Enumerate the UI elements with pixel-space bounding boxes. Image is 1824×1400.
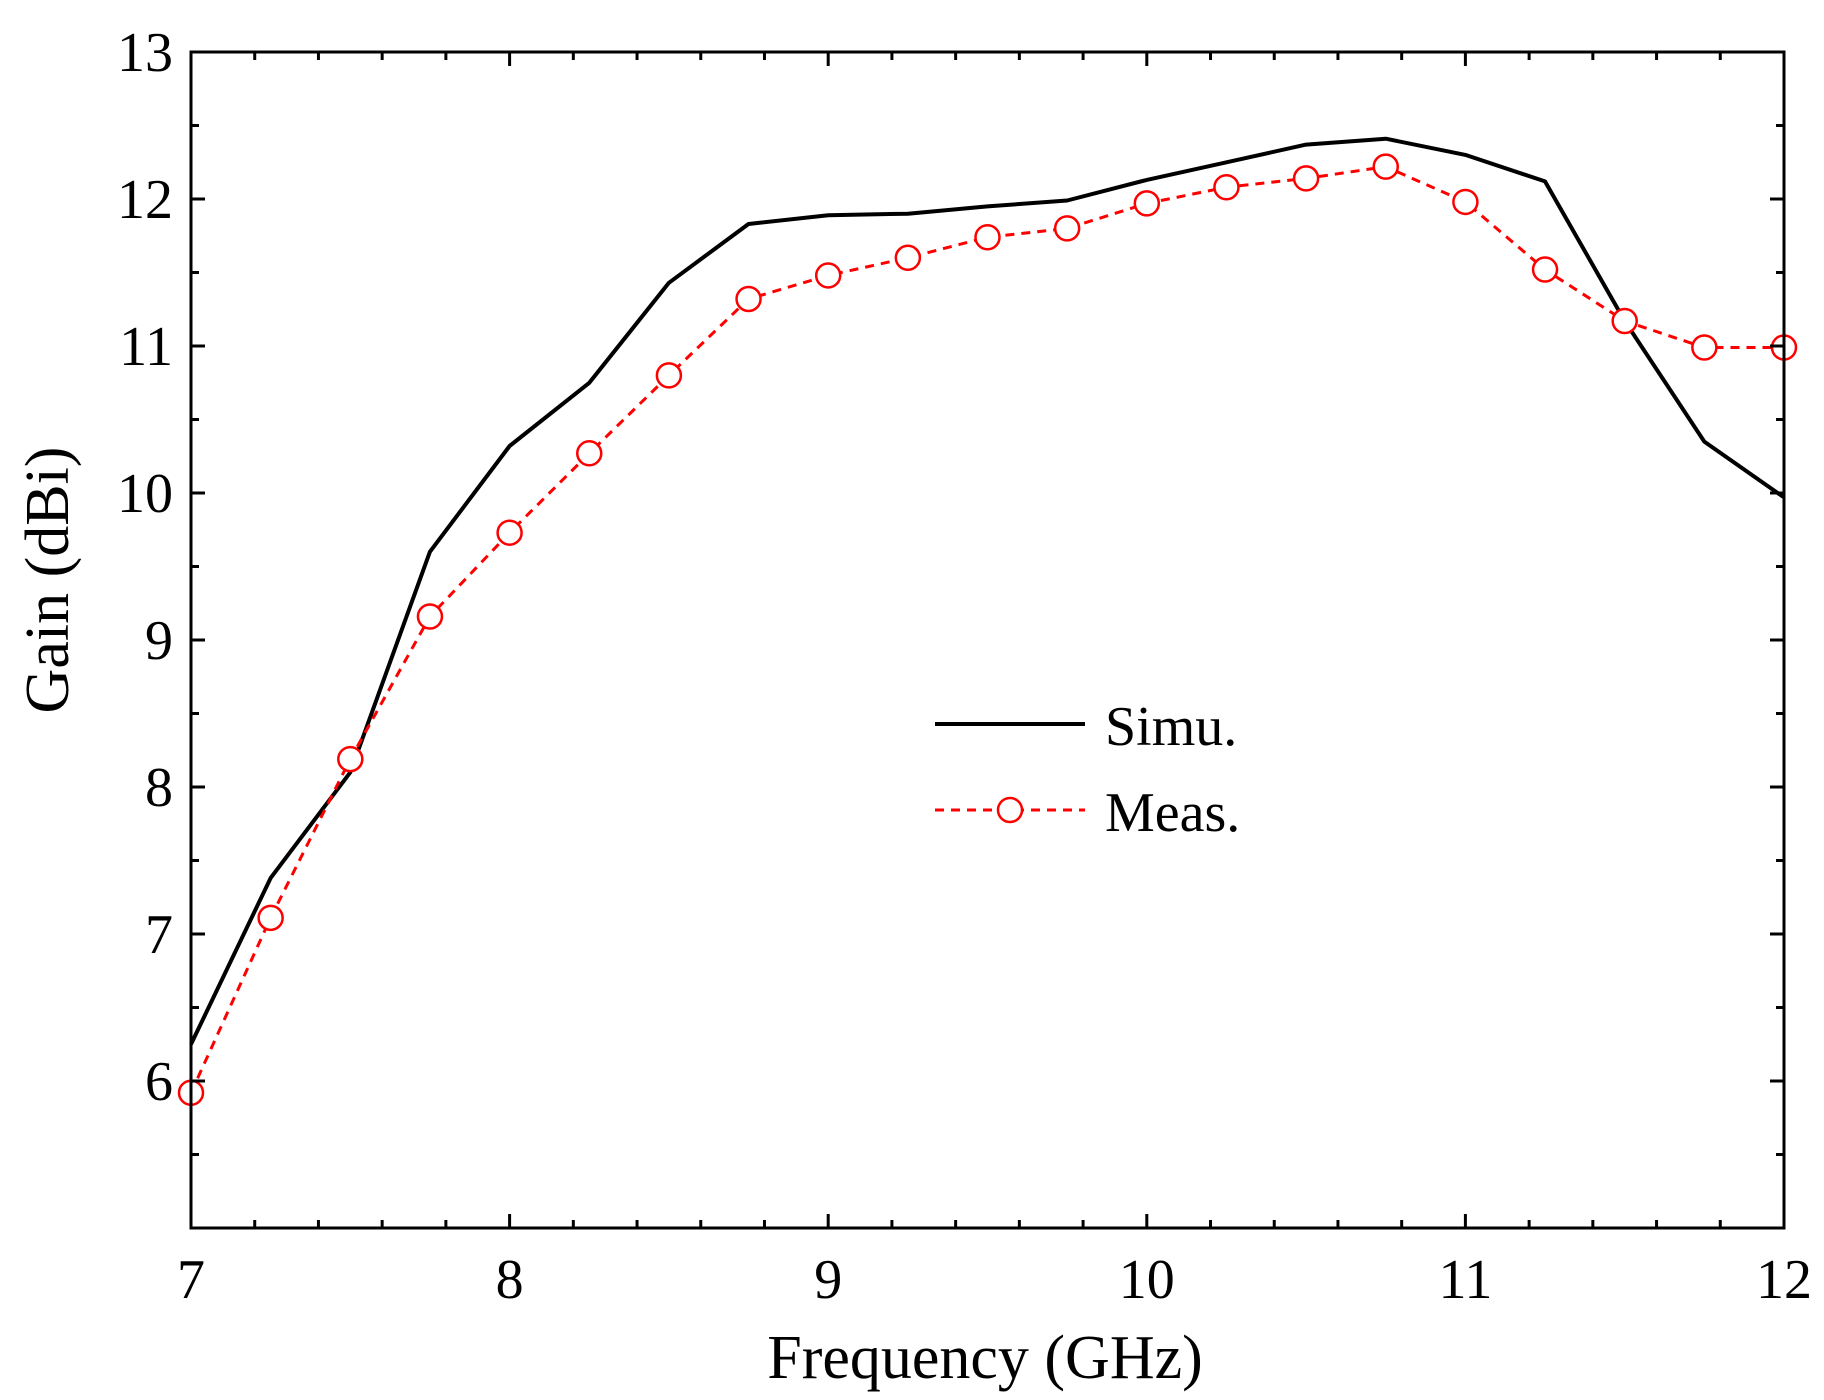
- meas-data-point: [1611, 307, 1638, 335]
- y-axis-title: Gain (dBi): [14, 447, 82, 714]
- meas-data-point: [1691, 334, 1718, 361]
- x-tick-label: 11: [1438, 1249, 1492, 1311]
- series-line-simu: [189, 136, 1786, 1046]
- tick-labels: 7 8 9 10 11 12 6 7 8 9 10 11 12 13: [117, 22, 1812, 1311]
- meas-data-point: [576, 440, 603, 467]
- y-tick-label: 11: [119, 316, 173, 378]
- meas-data-point: [1292, 165, 1320, 192]
- meas-data-point: [1053, 215, 1081, 242]
- legend: Simu. Meas.: [935, 696, 1240, 844]
- meas-data-point: [337, 745, 364, 773]
- meas-data-point: [1452, 188, 1479, 216]
- meas-data-point: [1213, 173, 1240, 201]
- meas-data-point: [1531, 256, 1559, 283]
- meas-data-point: [894, 244, 922, 272]
- x-tick-label: 9: [814, 1249, 842, 1311]
- y-tick-label: 12: [117, 169, 173, 231]
- x-tick-label: 10: [1119, 1249, 1175, 1311]
- meas-data-point: [416, 603, 444, 630]
- x-tick-label: 7: [177, 1249, 205, 1311]
- y-tick-label: 6: [145, 1051, 173, 1113]
- y-tick-label: 10: [117, 463, 173, 525]
- meas-data-point: [974, 223, 1001, 251]
- meas-data-point: [735, 285, 762, 313]
- x-tick-label: 12: [1756, 1249, 1812, 1311]
- y-tick-label: 9: [145, 610, 173, 672]
- meas-data-point: [1372, 153, 1399, 180]
- legend-meas-marker: [996, 796, 1024, 824]
- meas-data-point: [814, 262, 842, 289]
- meas-data-point: [1133, 190, 1161, 217]
- axis-ticks: [189, 50, 1786, 1230]
- legend-simu-label: Simu.: [1105, 696, 1237, 758]
- meas-data-point: [496, 519, 523, 546]
- series-line-meas: [189, 165, 1784, 1094]
- meas-data-point: [257, 904, 284, 932]
- y-tick-label: 8: [145, 757, 173, 819]
- y-tick-label: 13: [117, 22, 173, 84]
- legend-meas-label: Meas.: [1105, 782, 1240, 844]
- x-axis-title: Frequency (GHz): [767, 1324, 1203, 1392]
- series-layer: [177, 136, 1798, 1107]
- y-tick-label: 7: [145, 904, 173, 966]
- meas-data-point: [655, 362, 683, 389]
- x-tick-label: 8: [496, 1249, 524, 1311]
